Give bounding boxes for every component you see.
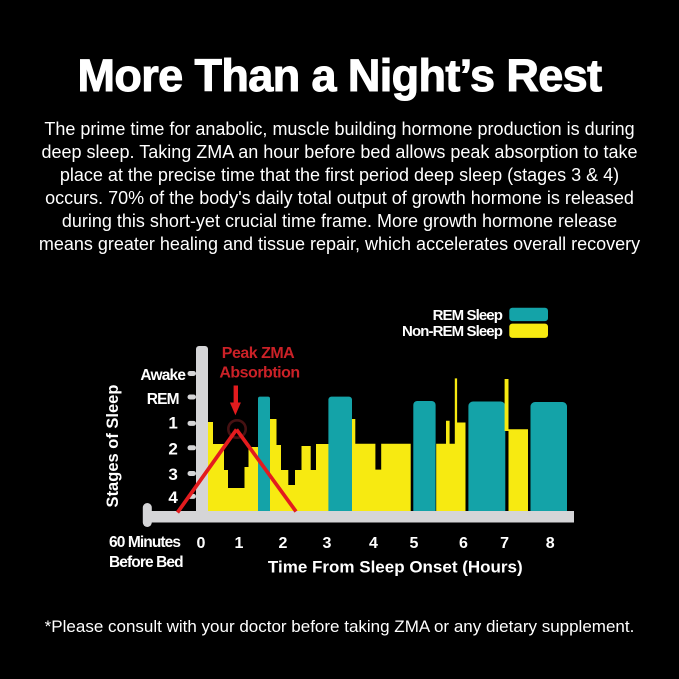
svg-text:2: 2 — [168, 440, 177, 459]
svg-text:Non-REM Sleep: Non-REM Sleep — [402, 323, 503, 340]
svg-text:Absorbtion: Absorbtion — [219, 364, 299, 381]
svg-text:5: 5 — [410, 535, 419, 552]
svg-text:Time From Sleep Onset (Hours): Time From Sleep Onset (Hours) — [268, 557, 523, 576]
svg-text:60 Minutes: 60 Minutes — [109, 534, 180, 551]
svg-text:3: 3 — [168, 465, 177, 484]
svg-text:0: 0 — [197, 535, 206, 552]
svg-text:4: 4 — [168, 488, 178, 507]
svg-text:7: 7 — [500, 535, 509, 552]
svg-text:1: 1 — [235, 535, 244, 552]
svg-text:1: 1 — [168, 414, 177, 433]
svg-text:Stages of Sleep: Stages of Sleep — [104, 385, 122, 508]
svg-text:8: 8 — [546, 535, 555, 552]
svg-text:REM Sleep: REM Sleep — [433, 307, 503, 324]
svg-text:REM: REM — [147, 391, 179, 408]
svg-text:Peak ZMA: Peak ZMA — [222, 345, 295, 362]
svg-text:4: 4 — [369, 535, 378, 552]
svg-text:Before Bed: Before Bed — [109, 554, 183, 571]
svg-text:2: 2 — [279, 535, 288, 552]
svg-text:6: 6 — [459, 535, 468, 552]
svg-text:3: 3 — [323, 535, 332, 552]
svg-text:Awake: Awake — [140, 367, 186, 384]
